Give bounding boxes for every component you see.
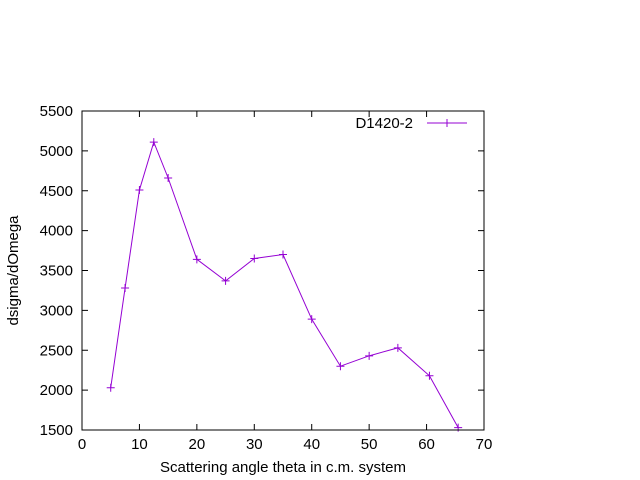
y-tick-label: 3500: [40, 263, 73, 280]
data-point: [279, 250, 287, 259]
x-tick-label: 60: [418, 436, 435, 453]
data-point: [106, 383, 115, 392]
data-point: [307, 315, 316, 324]
x-tick-label: 50: [361, 436, 378, 453]
legend-label: D1420-2: [355, 115, 413, 132]
y-tick-label: 2500: [40, 342, 73, 359]
x-axis-label: Scattering angle theta in c.m. system: [160, 459, 406, 476]
data-point: [221, 276, 230, 285]
x-tick-label: 10: [131, 436, 148, 453]
data-point: [135, 185, 144, 194]
series-layer: [106, 138, 463, 432]
x-tick-label: 0: [78, 436, 86, 453]
x-tick-label: 70: [476, 436, 493, 453]
ticks-layer: 0 10 20 30 40 50 60 70 1500 2000 2500 3000 3500 4000 4…: [40, 103, 493, 453]
x-tick-label: 40: [303, 436, 320, 453]
data-point: [425, 371, 434, 380]
legend: D1420-2: [355, 115, 467, 132]
data-point: [336, 362, 345, 371]
legend-marker: [443, 119, 451, 127]
y-tick-label: 4500: [40, 183, 73, 200]
x-tick-label: 30: [246, 436, 263, 453]
y-tick-label: 2000: [40, 382, 73, 399]
y-tick-label: 5500: [40, 103, 73, 120]
y-axis-label: dsigma/dOmega: [5, 215, 22, 326]
y-tick-label: 1500: [40, 422, 73, 439]
data-point: [192, 255, 201, 264]
y-tick-label: 4000: [40, 223, 73, 240]
data-point: [250, 254, 259, 263]
y-tick-label: 3000: [40, 302, 73, 319]
data-point: [393, 343, 402, 352]
data-point: [149, 138, 158, 147]
data-point: [121, 284, 130, 293]
series-line: [110, 140, 459, 428]
data-point: [164, 173, 173, 182]
data-point: [365, 351, 374, 360]
x-tick-label: 20: [189, 436, 206, 453]
y-tick-label: 5000: [40, 143, 73, 160]
plot-frame: [81, 110, 485, 431]
